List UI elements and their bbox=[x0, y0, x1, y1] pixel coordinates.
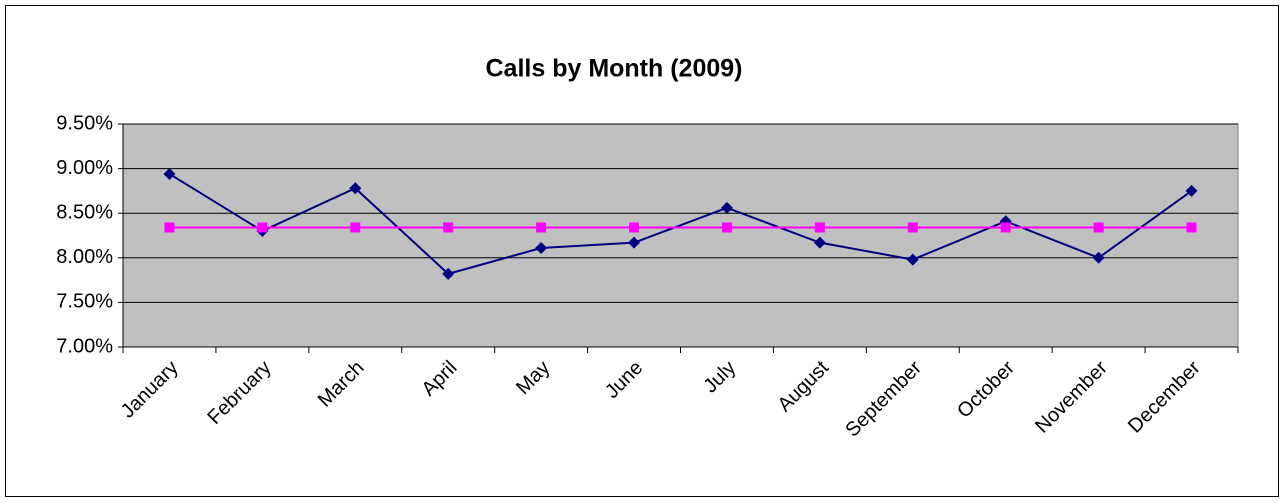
marker bbox=[628, 236, 641, 249]
y-tick-label: 8.50% bbox=[56, 201, 113, 223]
marker bbox=[163, 167, 176, 180]
marker bbox=[629, 222, 640, 233]
y-tick-label: 7.00% bbox=[56, 335, 113, 357]
marker bbox=[720, 201, 733, 214]
marker bbox=[1186, 222, 1197, 233]
marker bbox=[535, 241, 548, 254]
marker bbox=[1092, 251, 1105, 264]
marker bbox=[443, 222, 454, 233]
marker bbox=[814, 222, 825, 233]
marker bbox=[164, 222, 175, 233]
marker bbox=[350, 222, 361, 233]
y-tick-label: 9.00% bbox=[56, 157, 113, 179]
y-tick-label: 7.50% bbox=[56, 291, 113, 313]
marker bbox=[1185, 184, 1198, 197]
plot-area bbox=[122, 123, 1239, 348]
marker bbox=[906, 253, 919, 266]
marker bbox=[907, 222, 918, 233]
y-tick-label: 8.00% bbox=[56, 246, 113, 268]
chart-title: Calls by Month (2009) bbox=[486, 55, 743, 83]
marker bbox=[1093, 222, 1104, 233]
marker bbox=[257, 222, 268, 233]
marker bbox=[442, 267, 455, 280]
y-tick-label: 9.50% bbox=[56, 112, 113, 134]
marker bbox=[813, 236, 826, 249]
marker bbox=[536, 222, 547, 233]
marker bbox=[349, 182, 362, 195]
marker bbox=[1000, 222, 1011, 233]
marker bbox=[721, 222, 732, 233]
